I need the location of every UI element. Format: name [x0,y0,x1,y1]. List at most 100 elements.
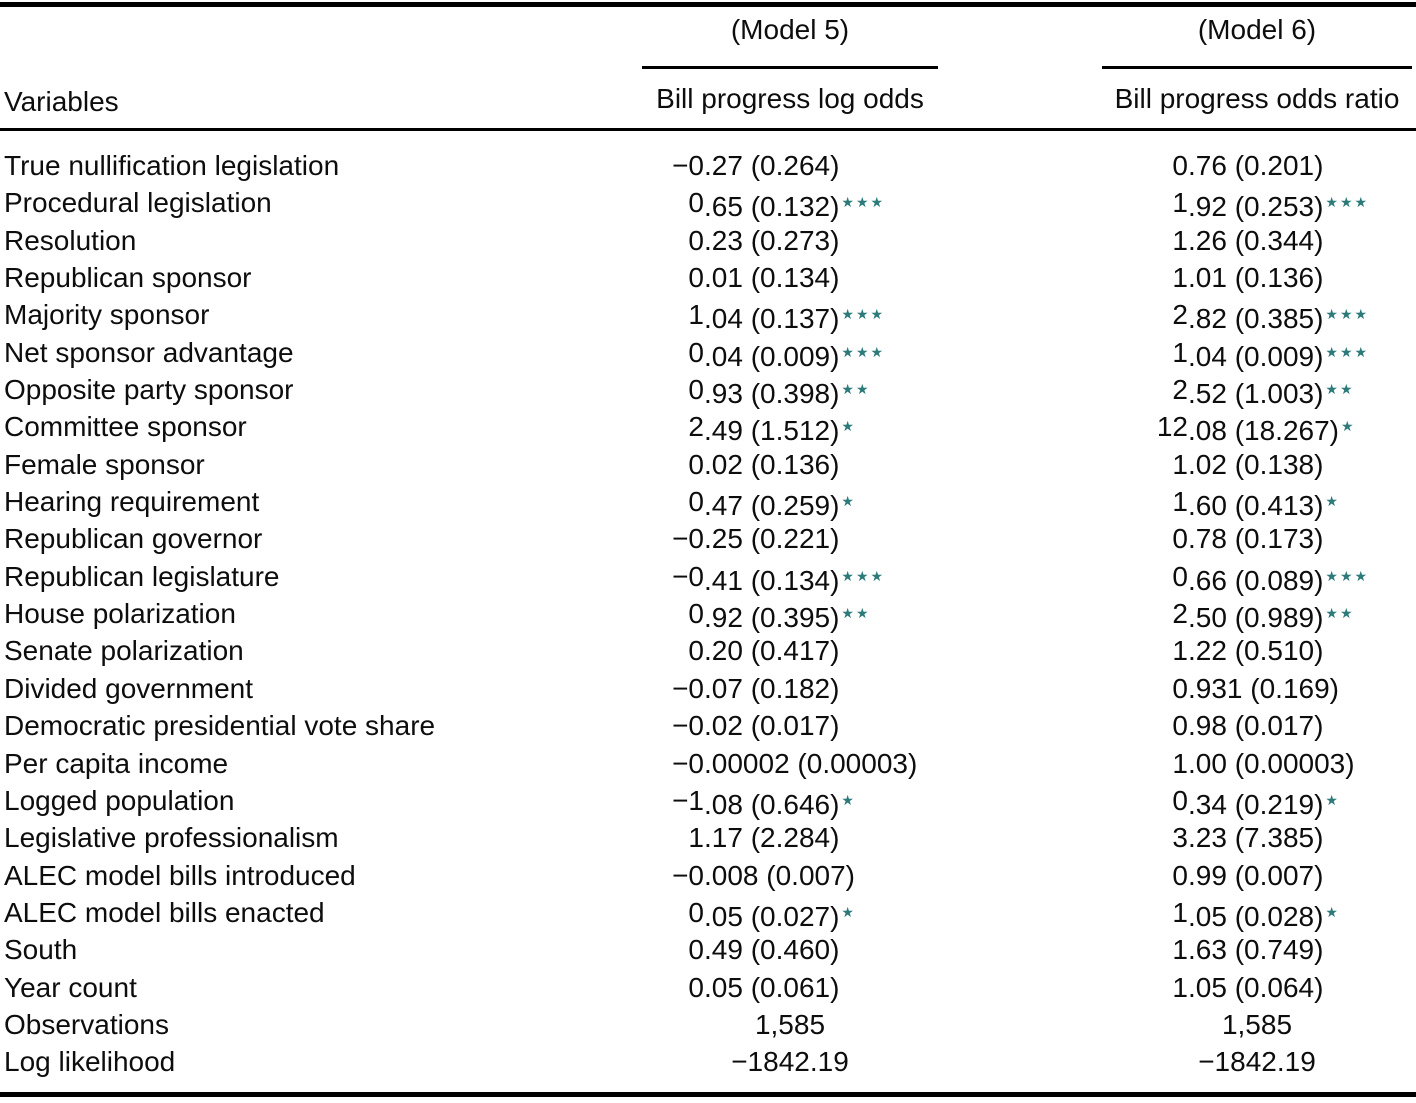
m6-coefficient-integer: 0 [1172,150,1188,181]
significance-stars: ★★★ [1325,306,1370,323]
table-row: Year count 0.05 (0.061) 1.05 (0.064) [0,969,1416,1006]
variable-label: Divided government [4,672,254,704]
m6-coefficient-and-se: .05 (0.028) ★ [1188,900,1340,932]
variable-label: Resolution [4,224,137,256]
m6-coefficient-integer: 1 [1172,262,1188,294]
table-summary-row: Log likelihood −1842.19 −1842.19 [0,1043,1416,1080]
table-row: ALEC model bills enacted 0.05 (0.027) ★ 1.0… [0,894,1416,932]
variable-label: Per capita income [4,747,229,779]
significance-stars: ★★ [841,605,871,622]
significance-stars: ★★★ [1325,567,1370,584]
variable-label: Legislative professionalism [4,822,339,854]
variable-label: Republican sponsor [4,262,252,294]
summary-label: Log likelihood [4,1046,176,1078]
table-row: Female sponsor 0.02 (0.136) 1.02 (0.138) [0,446,1416,483]
variable-label: Republican legislature [4,560,280,592]
m6-coefficient-integer: 1 [1172,896,1188,928]
m5-coefficient-integer: 0 [688,635,704,667]
m6-coefficient-integer: 12 [1156,411,1188,443]
m6-coefficient-integer: 0 [1172,784,1188,816]
m5-coefficient-integer: 0 [688,971,704,1003]
significance-stars: ★★★ [1325,343,1370,360]
m5-coefficient-integer: −0 [672,859,704,891]
m6-coefficient-and-se: .60 (0.413) ★ [1188,490,1340,522]
variables-column-header: Variables [4,86,119,117]
m5-coefficient-and-se: .05 (0.061) [704,971,840,1003]
variable-label: ALEC model bills enacted [4,896,325,928]
model6-summary-value: −1842.19 [1198,1046,1316,1078]
table-row: Republican governor −0.25 (0.221) 0.78 (0.… [0,520,1416,557]
variable-label: Female sponsor [4,448,205,480]
variable-label: Majority sponsor [4,299,210,331]
m5-coefficient-and-se: .65 (0.132) ★★★ [704,191,886,223]
significance-stars: ★ [1325,903,1340,920]
significance-stars: ★ [841,791,856,808]
m6-coefficient-and-se: .00 (0.00003) [1188,747,1355,779]
m5-coefficient-and-se: .41 (0.134) ★★★ [704,564,886,596]
table-summary-row: Observations 1,585 1,585 [0,1006,1416,1043]
m5-coefficient-and-se: .92 (0.395) ★★ [704,602,871,634]
variable-label: Procedural legislation [4,187,272,219]
m6-coefficient-and-se: .22 (0.510) [1188,635,1324,667]
variable-label: South [4,934,78,966]
variable-label: Opposite party sponsor [4,374,294,406]
table-row: Legislative professionalism 1.17 (2.284) 3… [0,819,1416,856]
variable-label: Senate polarization [4,635,244,667]
table-row: House polarization 0.92 (0.395) ★★ 2.50 (0.… [0,595,1416,633]
model5-label: (Model 5) [730,14,850,45]
significance-stars: ★★★ [841,306,886,323]
m5-coefficient-integer: 0 [688,896,704,928]
m5-coefficient-and-se: .93 (0.398) ★★ [704,378,871,410]
variable-label: Democratic presidential vote share [4,710,436,742]
m5-coefficient-integer: −0 [672,672,704,704]
m6-coefficient-integer: 0 [1172,560,1188,592]
m5-coefficient-and-se: .05 (0.027) ★ [704,900,856,932]
m6-coefficient-and-se: .02 (0.138) [1188,448,1324,480]
m5-coefficient-integer: 0 [688,934,704,966]
significance-stars: ★★ [841,381,871,398]
m6-coefficient-and-se: .98 (0.017) [1188,710,1324,742]
variable-label: Committee sponsor [4,411,247,443]
m6-coefficient-integer: 1 [1172,187,1188,219]
model5-summary-value: −1842.19 [731,1046,849,1078]
m5-coefficient-and-se: .49 (0.460) [704,934,840,966]
m6-coefficient-and-se: .63 (0.749) [1188,934,1324,966]
variable-label: House polarization [4,598,236,630]
m6-coefficient-and-se: .34 (0.219) ★ [1188,788,1340,820]
significance-stars: ★ [841,493,856,510]
m6-coefficient-and-se: .23 (7.385) [1188,822,1324,854]
significance-stars: ★ [1341,418,1356,435]
table-row: True nullification legislation −0.27 (0.2… [0,147,1416,184]
model5-underline [642,66,938,69]
m5-coefficient-integer: 0 [688,448,704,480]
m5-coefficient-integer: −1 [672,784,704,816]
m6-coefficient-integer: 1 [1172,336,1188,368]
table-top-rule [0,2,1416,7]
m6-coefficient-integer: 0 [1172,672,1188,704]
table-row: Net sponsor advantage 0.04 (0.009) ★★★ 1.04… [0,334,1416,372]
variable-label: ALEC model bills introduced [4,859,356,891]
model6-column-label: Bill progress odds ratio [1114,83,1400,114]
m6-coefficient-and-se: .82 (0.385) ★★★ [1188,303,1370,335]
significance-stars: ★★★ [841,343,886,360]
variable-label: Net sponsor advantage [4,336,294,368]
table-row: Hearing requirement 0.47 (0.259) ★ 1.60 (0.… [0,483,1416,521]
m6-coefficient-integer: 1 [1172,747,1188,779]
m5-coefficient-integer: 0 [688,187,704,219]
m6-coefficient-and-se: .99 (0.007) [1188,859,1324,891]
m6-coefficient-integer: 2 [1172,374,1188,406]
table-row: Majority sponsor 1.04 (0.137) ★★★ 2.82 (0.3… [0,296,1416,334]
table-row: South 0.49 (0.460) 1.63 (0.749) [0,931,1416,968]
m6-coefficient-integer: 1 [1172,448,1188,480]
m5-coefficient-and-se: .02 (0.017) [704,710,840,742]
m5-coefficient-and-se: .20 (0.417) [704,635,840,667]
m5-coefficient-and-se: .23 (0.273) [704,224,840,256]
m6-coefficient-and-se: .52 (1.003) ★★ [1188,378,1355,410]
m5-coefficient-and-se: .04 (0.137) ★★★ [704,303,886,335]
m6-coefficient-and-se: .26 (0.344) [1188,224,1324,256]
m6-coefficient-integer: 1 [1172,224,1188,256]
table-body: True nullification legislation −0.27 (0.2… [0,147,1416,1081]
m5-coefficient-integer: 0 [688,486,704,518]
variable-label: Hearing requirement [4,486,260,518]
